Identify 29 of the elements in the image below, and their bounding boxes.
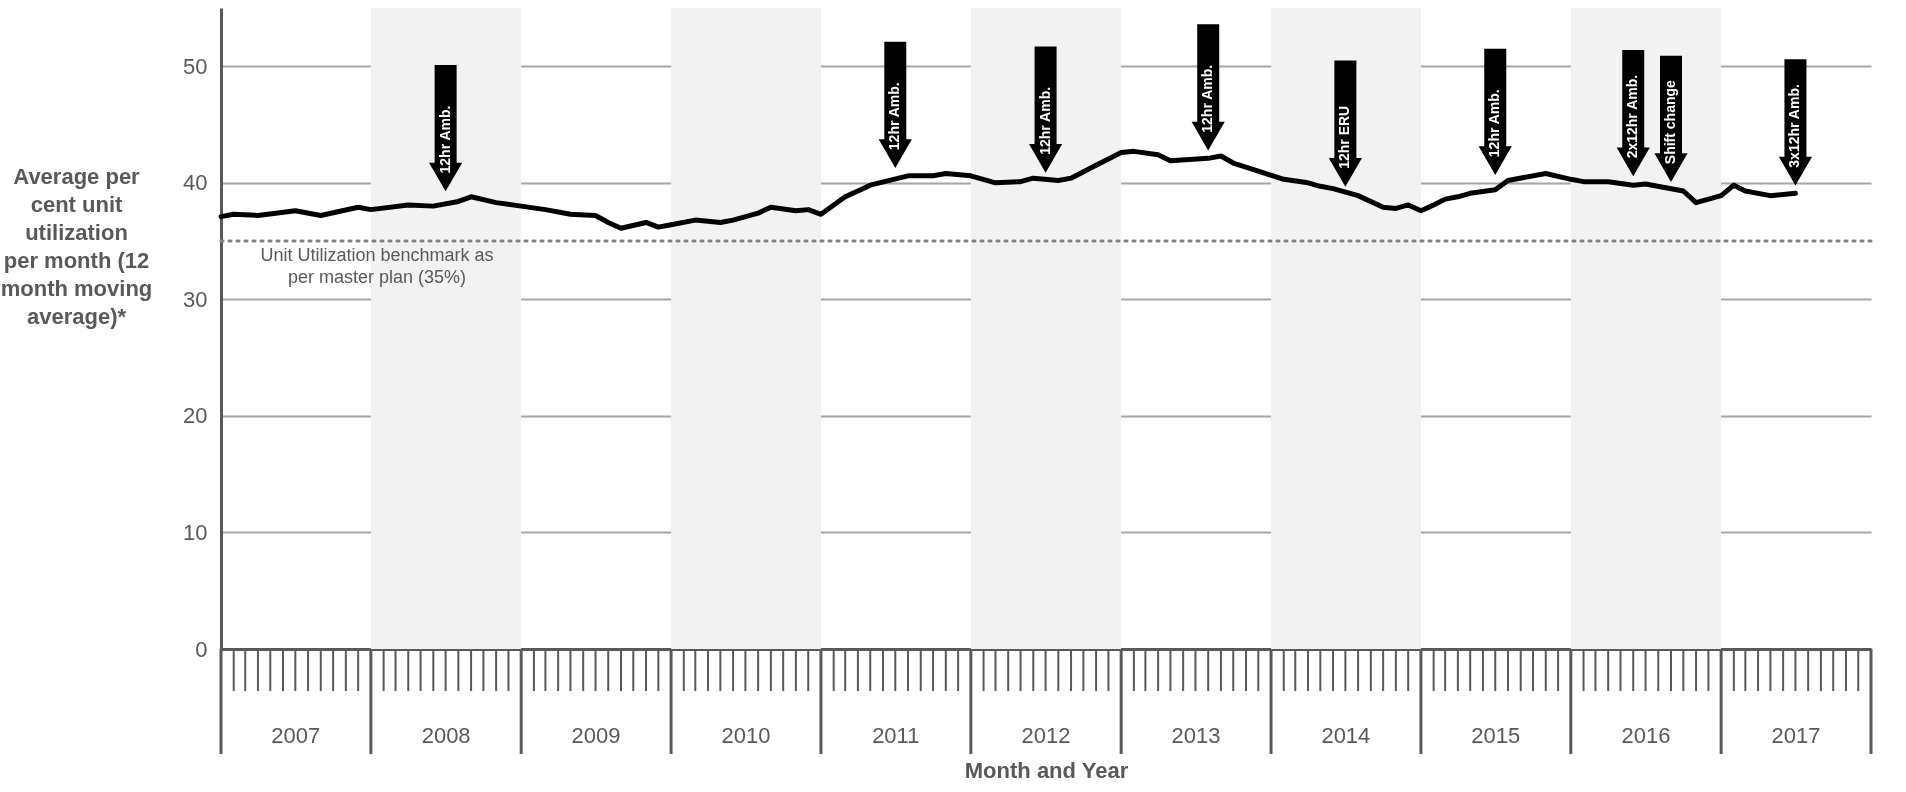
y-tick-label: 30 <box>183 286 208 312</box>
annotation: 12hr Amb. <box>1486 89 1503 158</box>
ref-line-label: Unit Utilization benchmark as per master plan (35%) <box>260 245 494 288</box>
x-tick-label: 2011 <box>872 722 920 748</box>
x-tick-label: 2015 <box>1471 722 1521 748</box>
annotation: 12hr Amb. <box>1199 64 1216 133</box>
x-tick-label: 2007 <box>271 722 321 748</box>
y-tick-label: 0 <box>195 636 208 662</box>
x-tick-label: 2016 <box>1621 722 1671 748</box>
x-tick-label: 2009 <box>571 722 621 748</box>
y-tick-label: 10 <box>183 519 208 545</box>
x-tick-label: 2008 <box>421 722 471 748</box>
x-tick-label: 2013 <box>1171 722 1221 748</box>
y-tick-label: 40 <box>183 170 208 196</box>
annotation: 12hr Amb. <box>436 105 453 174</box>
annotation: 12hr ERU <box>1336 105 1353 169</box>
annotation: Shift change <box>1662 79 1679 165</box>
x-tick-label: 2010 <box>721 722 771 748</box>
annotation: 12hr Amb. <box>1036 86 1053 155</box>
x-tick-label: 2012 <box>1021 722 1071 748</box>
annotation: 12hr Amb. <box>886 82 903 151</box>
annotation: 2x12hr Amb. <box>1624 74 1641 159</box>
x-tick-label: 2017 <box>1771 722 1821 748</box>
x-axis-title: Month and Year <box>964 757 1129 783</box>
y-tick-label: 20 <box>183 403 208 429</box>
y-tick-label: 50 <box>183 53 208 79</box>
annotation: 3x12hr Amb. <box>1786 84 1803 168</box>
y-axis-title: Average per cent unit utilization per month (12 month moving average)* <box>0 163 153 329</box>
x-tick-label: 2014 <box>1321 722 1371 748</box>
